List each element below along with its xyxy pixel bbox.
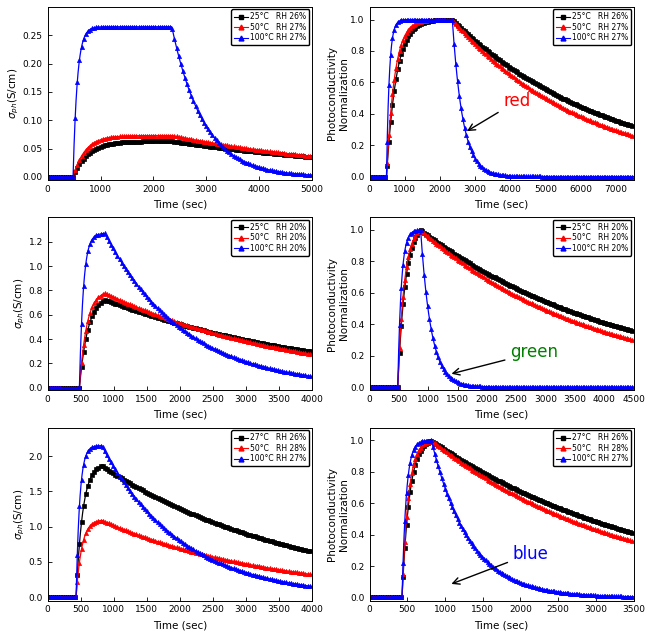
Legend: 27°C   RH 26%, 50°C   RH 28%, 100°C RH 27%: 27°C RH 26%, 50°C RH 28%, 100°C RH 27% <box>553 430 631 466</box>
Text: green: green <box>453 343 558 375</box>
Y-axis label: $\sigma_{ph}$(S/cm): $\sigma_{ph}$(S/cm) <box>7 68 22 119</box>
Legend: 25°C   RH 26%, 50°C   RH 27%, 100°C RH 27%: 25°C RH 26%, 50°C RH 27%, 100°C RH 27% <box>553 9 631 45</box>
Y-axis label: $\sigma_{ph}$(S/cm): $\sigma_{ph}$(S/cm) <box>12 278 27 329</box>
Y-axis label: Photoconductivity
Normalization: Photoconductivity Normalization <box>327 257 349 351</box>
Legend: 27°C   RH 26%, 50°C   RH 28%, 100°C RH 27%: 27°C RH 26%, 50°C RH 28%, 100°C RH 27% <box>231 430 310 466</box>
X-axis label: Time (sec): Time (sec) <box>153 620 207 630</box>
X-axis label: Time (sec): Time (sec) <box>153 199 207 209</box>
Y-axis label: Photoconductivity
Normalization: Photoconductivity Normalization <box>327 47 349 140</box>
Y-axis label: Photoconductivity
Normalization: Photoconductivity Normalization <box>327 468 349 561</box>
X-axis label: Time (sec): Time (sec) <box>475 620 529 630</box>
X-axis label: Time (sec): Time (sec) <box>153 410 207 420</box>
Legend: 25°C   RH 26%, 50°C   RH 27%, 100°C RH 27%: 25°C RH 26%, 50°C RH 27%, 100°C RH 27% <box>231 9 310 45</box>
X-axis label: Time (sec): Time (sec) <box>475 199 529 209</box>
Y-axis label: $\sigma_{ph}$(S/cm): $\sigma_{ph}$(S/cm) <box>12 489 27 540</box>
X-axis label: Time (sec): Time (sec) <box>475 410 529 420</box>
Legend: 25°C   RH 20%, 50°C   RH 20%, 100°C RH 20%: 25°C RH 20%, 50°C RH 20%, 100°C RH 20% <box>553 220 631 256</box>
Legend: 25°C   RH 20%, 50°C   RH 20%, 100°C RH 20%: 25°C RH 20%, 50°C RH 20%, 100°C RH 20% <box>231 220 310 256</box>
Text: blue: blue <box>453 545 549 584</box>
Text: red: red <box>468 92 531 131</box>
